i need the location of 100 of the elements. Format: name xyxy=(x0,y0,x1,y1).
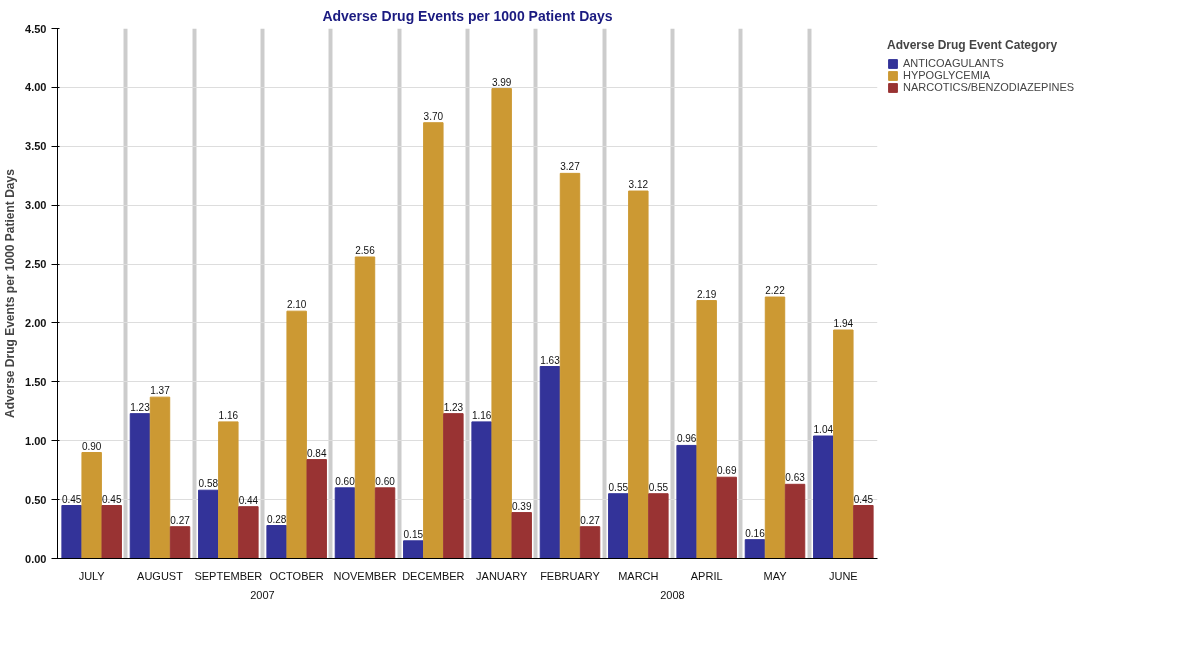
data-label: 2.22 xyxy=(765,285,786,297)
x-tick-label: SEPTEMBER xyxy=(194,569,263,582)
data-label: 1.63 xyxy=(540,354,561,366)
y-tick-label: 0.00 xyxy=(25,552,47,565)
y-tick-label: 3.00 xyxy=(25,199,47,212)
x-tick-label: NOVEMBER xyxy=(333,569,397,582)
bar xyxy=(286,310,307,559)
x-tick-label: JANUARY xyxy=(476,569,528,582)
x-tick-label: AUGUST xyxy=(137,569,184,582)
x-tick-label: JUNE xyxy=(828,569,858,582)
bar xyxy=(539,366,561,559)
data-label: 2.10 xyxy=(286,299,307,311)
bar xyxy=(334,487,356,559)
bar xyxy=(443,413,464,559)
data-label: 0.45 xyxy=(61,493,82,505)
bar xyxy=(648,493,669,559)
data-label: 0.27 xyxy=(170,514,191,526)
bar xyxy=(374,487,396,559)
bar xyxy=(853,505,874,559)
x-tick-label: DECEMBER xyxy=(402,569,465,582)
bar xyxy=(198,489,219,559)
data-label: 0.39 xyxy=(511,500,532,512)
data-label: 0.27 xyxy=(580,514,601,526)
x-tick-label: MARCH xyxy=(618,569,659,582)
data-label: 1.94 xyxy=(833,318,854,330)
x-tick-label: JULY xyxy=(78,569,106,582)
x-tick-label: FEBRUARY xyxy=(540,569,601,582)
bar xyxy=(813,435,834,559)
x-tick-label: APRIL xyxy=(690,569,723,582)
y-tick-label: 2.50 xyxy=(25,258,47,271)
bar xyxy=(676,444,697,559)
bar xyxy=(354,256,376,559)
bar xyxy=(511,512,532,559)
bar xyxy=(306,459,327,559)
data-label: 0.90 xyxy=(81,440,102,452)
y-axis-title: Adverse Drug Events per 1000 Patient Days xyxy=(3,168,18,418)
bar xyxy=(744,539,766,559)
data-label: 0.96 xyxy=(676,433,697,445)
bar xyxy=(61,505,82,559)
bar xyxy=(129,413,151,559)
data-label: 3.70 xyxy=(423,110,444,122)
bar xyxy=(149,396,171,559)
bar xyxy=(696,300,717,559)
legend-label: HYPOGLYCEMIA xyxy=(903,69,991,81)
data-label: 0.55 xyxy=(648,481,669,493)
x-tick-label: OCTOBER xyxy=(269,569,324,582)
bar xyxy=(559,172,581,559)
bar xyxy=(218,421,239,559)
y-tick-label: 1.00 xyxy=(25,434,47,447)
data-label: 3.99 xyxy=(491,76,512,88)
data-label: 0.58 xyxy=(198,478,219,490)
bar xyxy=(423,122,444,559)
text: 2007 xyxy=(250,588,275,601)
bar xyxy=(784,483,806,559)
data-label: 0.45 xyxy=(101,493,122,505)
y-tick-label: 4.00 xyxy=(25,81,47,94)
data-label: 0.15 xyxy=(403,528,424,540)
y-tick-label: 3.50 xyxy=(25,140,47,153)
data-label: 0.44 xyxy=(238,494,259,506)
data-label: 1.04 xyxy=(813,424,834,436)
data-label: 0.60 xyxy=(335,475,356,487)
bar xyxy=(471,421,492,559)
legend-label: ANTICOAGULANTS xyxy=(903,57,1004,69)
x-tick-label: MAY xyxy=(763,569,788,582)
data-label: 0.60 xyxy=(375,475,396,487)
bar xyxy=(764,296,786,559)
bar xyxy=(169,526,191,559)
bar xyxy=(491,88,512,559)
y-tick-label: 2.00 xyxy=(25,316,47,329)
data-label: 1.37 xyxy=(150,385,171,397)
bar xyxy=(628,190,649,559)
data-label: 2.19 xyxy=(696,288,717,300)
data-label: 0.45 xyxy=(853,493,874,505)
bar xyxy=(716,476,737,559)
bar xyxy=(81,452,102,559)
bar xyxy=(101,505,122,559)
legend-title: Adverse Drug Event Category xyxy=(887,38,1059,52)
data-label: 0.16 xyxy=(745,527,766,539)
bar xyxy=(403,540,424,559)
bar xyxy=(833,329,854,559)
data-label: 1.16 xyxy=(471,409,492,421)
data-label: 2.56 xyxy=(355,244,376,256)
data-label: 1.16 xyxy=(218,409,239,421)
bar xyxy=(238,506,259,559)
y-tick-label: 4.50 xyxy=(25,22,47,35)
data-label: 0.28 xyxy=(266,513,287,525)
bar xyxy=(266,525,287,559)
y-tick-label: 0.50 xyxy=(25,493,47,506)
data-label: 3.12 xyxy=(628,179,649,191)
bar xyxy=(608,493,629,559)
y-tick-label: 1.50 xyxy=(25,375,47,388)
chart-title: Adverse Drug Events per 1000 Patient Days xyxy=(322,7,613,24)
data-label: 0.69 xyxy=(716,465,737,477)
data-label: 3.27 xyxy=(560,161,581,173)
bar xyxy=(579,526,601,559)
data-label: 0.63 xyxy=(785,472,806,484)
data-label: 0.55 xyxy=(608,481,629,493)
data-label: 0.84 xyxy=(306,447,327,459)
text: 2008 xyxy=(660,588,685,601)
data-label: 1.23 xyxy=(130,401,151,413)
